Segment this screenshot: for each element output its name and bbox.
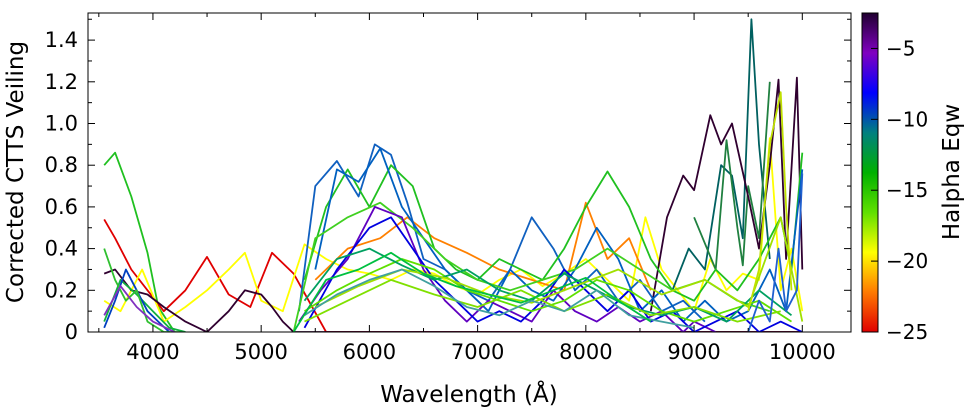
x-tick-label: 5000	[234, 340, 287, 364]
series-line-8	[103, 268, 803, 332]
colorbar	[861, 12, 879, 333]
y-tick-label: 1.0	[45, 112, 78, 136]
series-line-26	[747, 91, 793, 312]
colorbar-axis: −25 −20 −15 −10 −5	[871, 36, 928, 344]
series-layer	[103, 18, 804, 332]
x-tick-label: 9000	[667, 340, 720, 364]
series-line-24	[292, 251, 652, 332]
series-line-17	[103, 248, 180, 332]
series-line-7	[649, 76, 804, 312]
series-line-18	[103, 285, 175, 332]
x-tick-label: 10000	[769, 340, 836, 364]
series-line-10	[303, 152, 804, 302]
series-line-3	[103, 137, 804, 323]
x-tick-label: 6000	[343, 340, 396, 364]
colorbar-tick-label: −15	[886, 178, 928, 202]
colorbar-tick-label: −5	[886, 36, 915, 60]
series-line-1	[103, 151, 176, 332]
x-axis-label: Wavelength (Å)	[380, 380, 557, 408]
y-axis-label: Corrected CTTS Veiling	[3, 41, 29, 303]
series-line-4	[314, 201, 652, 292]
series-line-13	[298, 205, 717, 332]
x-tick-label: 8000	[559, 340, 612, 364]
y-tick-label: 0.4	[45, 237, 78, 261]
series-line-21	[304, 278, 781, 323]
x-tick-label: 4000	[126, 340, 179, 364]
colorbar-tick-label: −10	[886, 107, 928, 131]
y-tick-label: 0.2	[45, 278, 78, 302]
y-tick-label: 1.4	[45, 28, 78, 52]
y-tick-label: 0.6	[45, 195, 78, 219]
y-tick-label: 0	[65, 320, 78, 344]
colorbar-tick-label: −20	[886, 249, 928, 273]
series-line-14	[303, 216, 803, 332]
series-line-23	[304, 268, 695, 329]
y-tick-label: 0.8	[45, 153, 78, 177]
colorbar-tick-label: −25	[886, 320, 928, 344]
series-line-25	[747, 173, 804, 332]
x-axis: 4000 5000 6000 7000 8000 9000 10000	[98, 13, 836, 364]
colorbar-label: Halpha Eqw	[939, 104, 965, 240]
series-line-5	[671, 18, 771, 291]
y-tick-label: 1.2	[45, 70, 78, 94]
series-line-6	[693, 81, 771, 271]
series-line-20	[303, 247, 793, 323]
x-tick-label: 7000	[451, 340, 504, 364]
plot-frame	[87, 12, 852, 333]
y-axis: 0 0.2 0.4 0.6 0.8 1.0 1.2 1.4	[45, 18, 851, 344]
